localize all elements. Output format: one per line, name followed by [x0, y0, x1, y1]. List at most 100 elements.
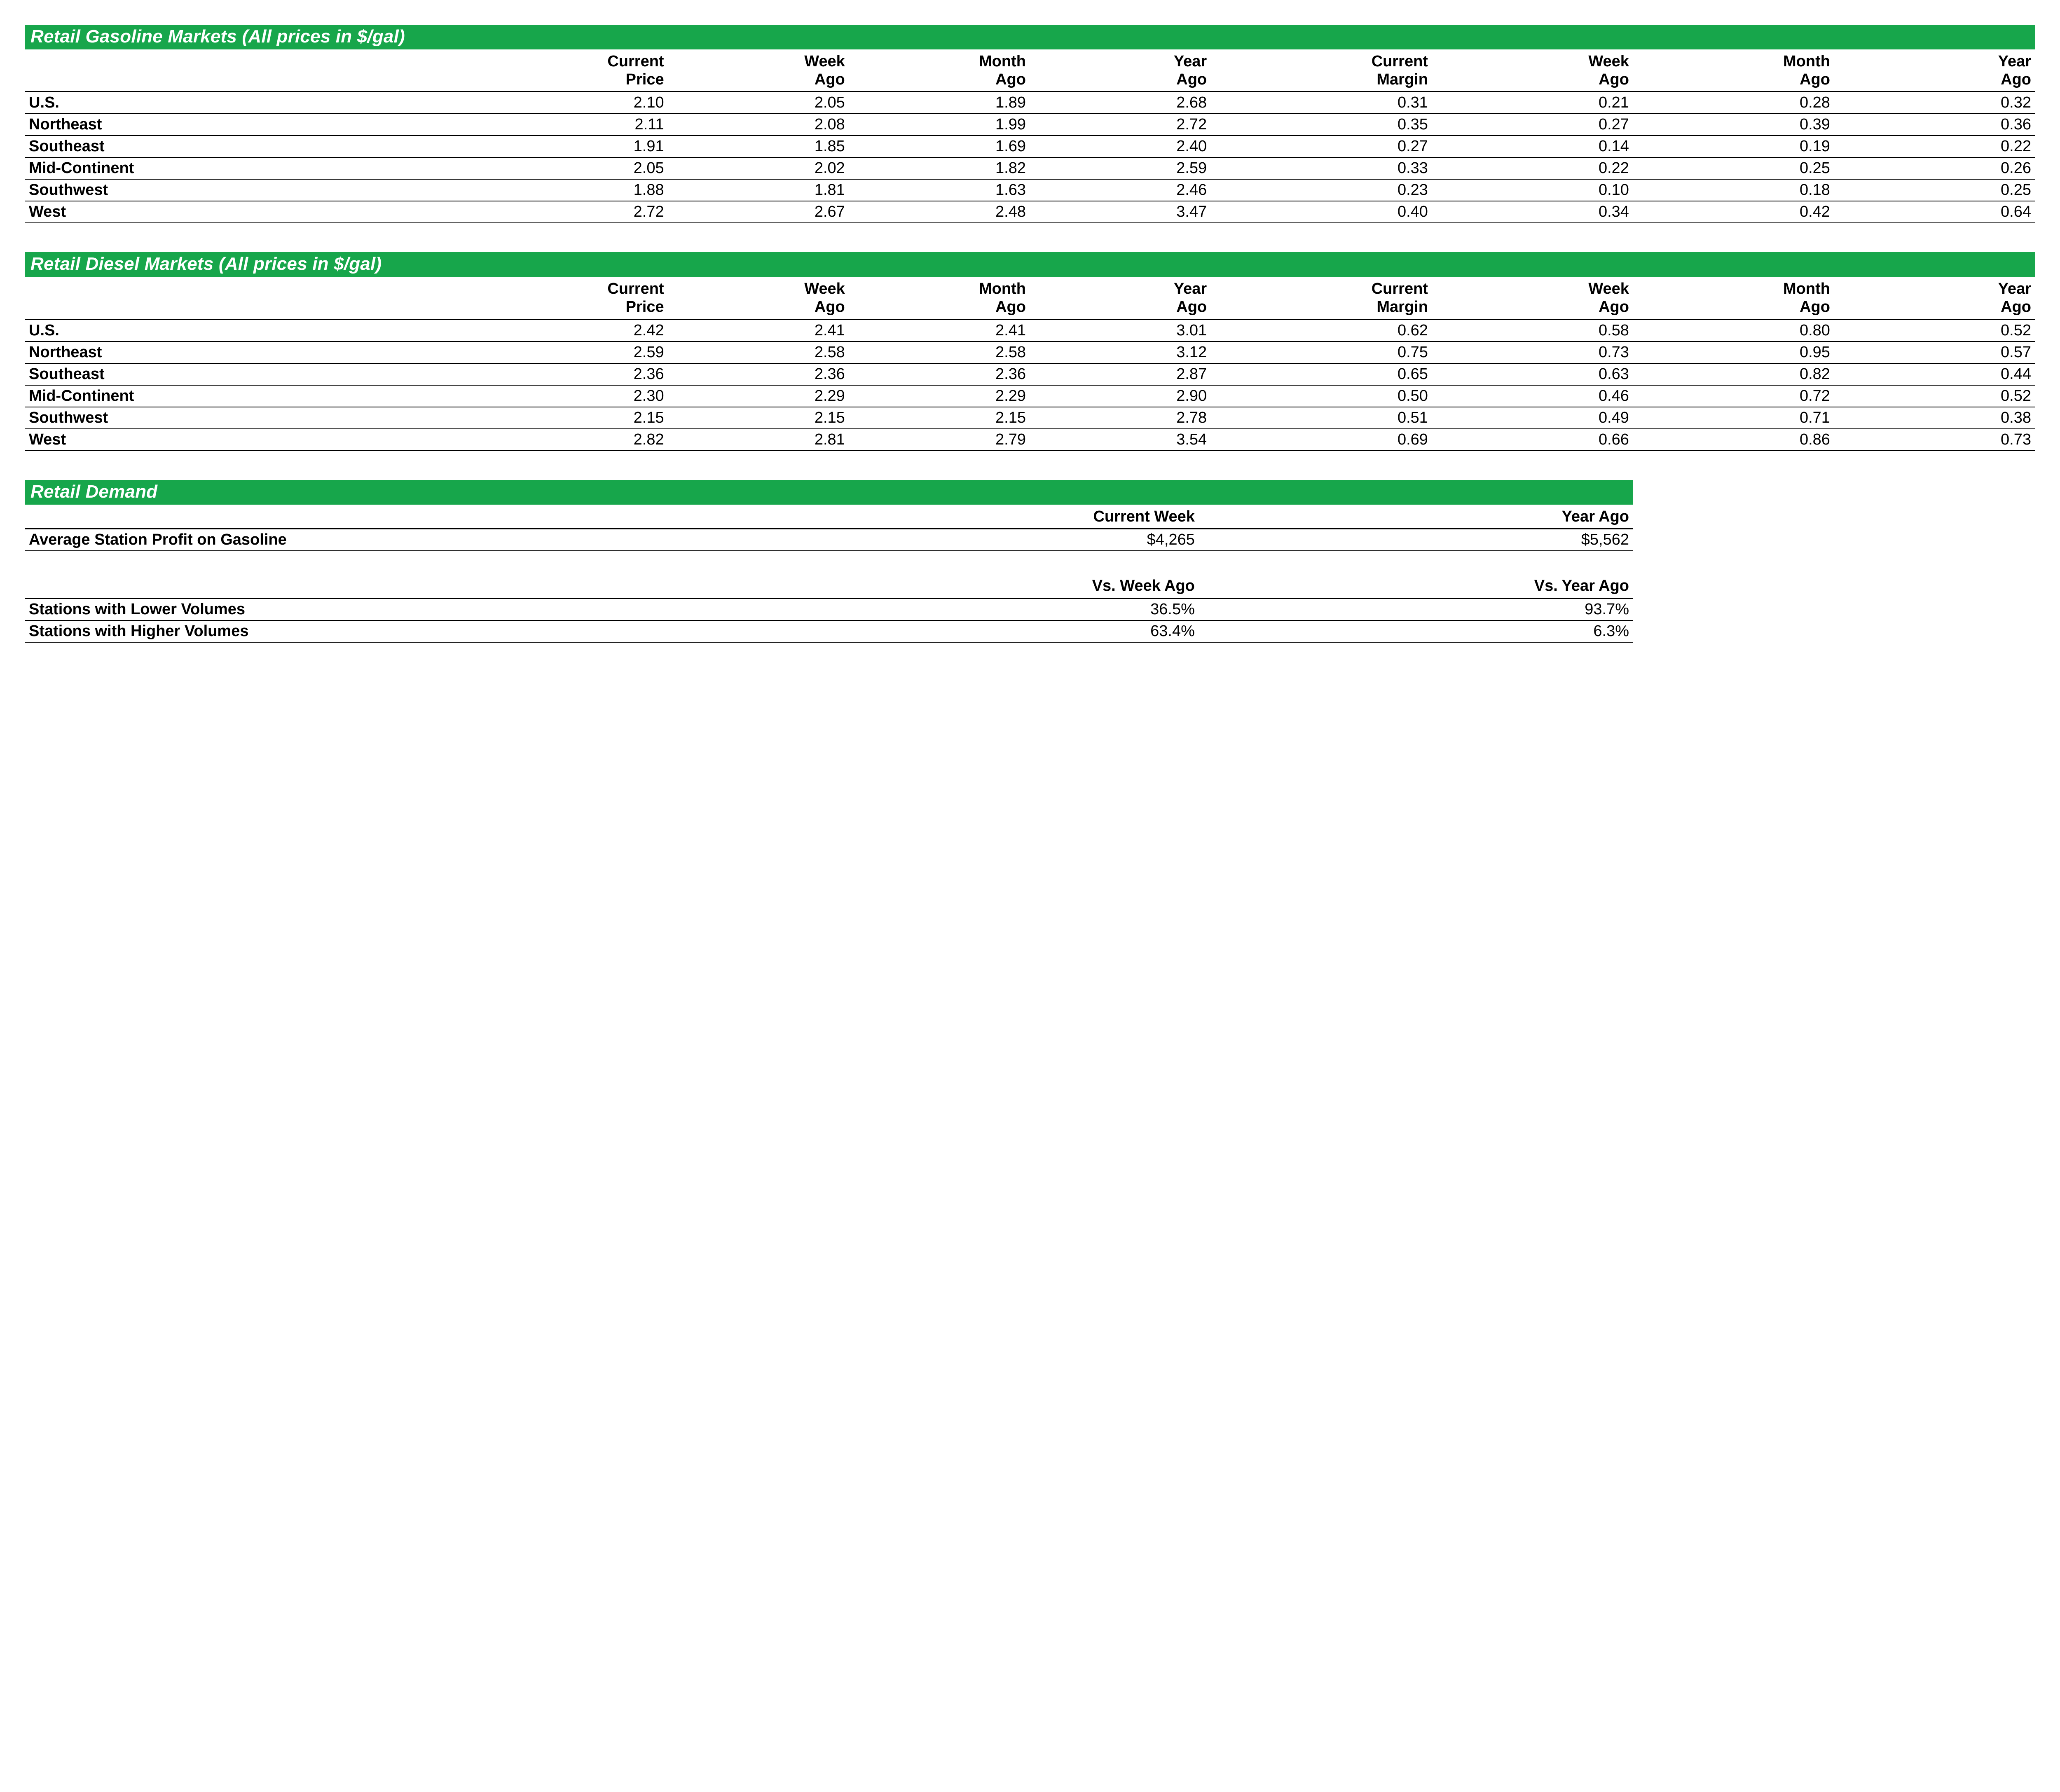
col-label [25, 574, 765, 598]
col-current-margin: CurrentMargin [1211, 277, 1432, 319]
volume-year: 6.3% [1199, 620, 1633, 642]
cell-margin-month-ago: 0.71 [1633, 407, 1834, 429]
cell-margin-year-ago: 0.25 [1834, 179, 2035, 201]
cell-margin-year-ago: 0.36 [1834, 114, 2035, 136]
cell-week-ago: 2.81 [668, 429, 849, 451]
demand-volumes-body: Stations with Lower Volumes36.5%93.7%Sta… [25, 599, 1633, 643]
cell-current-price: 2.42 [467, 319, 668, 342]
col-margin-year-ago: YearAgo [1834, 277, 2035, 319]
cell-year-ago: 2.90 [1030, 385, 1211, 407]
cell-current-price: 2.59 [467, 342, 668, 363]
cell-year-ago: 3.01 [1030, 319, 1211, 342]
cell-margin-month-ago: 0.42 [1633, 201, 1834, 223]
diesel-section: Retail Diesel Markets (All prices in $/g… [25, 252, 2035, 451]
cell-week-ago: 2.29 [668, 385, 849, 407]
cell-year-ago: 2.78 [1030, 407, 1211, 429]
cell-current-price: 2.10 [467, 92, 668, 114]
cell-current-margin: 0.50 [1211, 385, 1432, 407]
cell-week-ago: 1.81 [668, 179, 849, 201]
cell-margin-month-ago: 0.28 [1633, 92, 1834, 114]
cell-week-ago: 2.36 [668, 363, 849, 385]
cell-current-price: 1.88 [467, 179, 668, 201]
table-row: Southeast2.362.362.362.870.650.630.820.4… [25, 363, 2035, 385]
gasoline-body: U.S.2.102.051.892.680.310.210.280.32Nort… [25, 92, 2035, 223]
table-row: Northeast2.112.081.992.720.350.270.390.3… [25, 114, 2035, 136]
volume-week: 36.5% [765, 599, 1199, 621]
table-row: Stations with Lower Volumes36.5%93.7% [25, 599, 1633, 621]
cell-margin-year-ago: 0.57 [1834, 342, 2035, 363]
col-current-margin: CurrentMargin [1211, 49, 1432, 92]
volume-label: Stations with Higher Volumes [25, 620, 765, 642]
cell-margin-year-ago: 0.52 [1834, 319, 2035, 342]
cell-margin-week-ago: 0.10 [1432, 179, 1633, 201]
cell-margin-month-ago: 0.72 [1633, 385, 1834, 407]
col-margin-month-ago: MonthAgo [1633, 277, 1834, 319]
table-row: Northeast2.592.582.583.120.750.730.950.5… [25, 342, 2035, 363]
cell-margin-month-ago: 0.19 [1633, 136, 1834, 157]
cell-region: Southwest [25, 179, 467, 201]
col-year-ago: YearAgo [1030, 49, 1211, 92]
cell-margin-year-ago: 0.26 [1834, 157, 2035, 179]
cell-year-ago: 2.40 [1030, 136, 1211, 157]
cell-current-price: 2.05 [467, 157, 668, 179]
cell-month-ago: 2.79 [849, 429, 1030, 451]
cell-region: Northeast [25, 114, 467, 136]
cell-margin-year-ago: 0.32 [1834, 92, 2035, 114]
cell-month-ago: 2.29 [849, 385, 1030, 407]
cell-current-margin: 0.69 [1211, 429, 1432, 451]
cell-margin-week-ago: 0.34 [1432, 201, 1633, 223]
cell-current-margin: 0.31 [1211, 92, 1432, 114]
cell-month-ago: 2.48 [849, 201, 1030, 223]
table-row: U.S.2.422.412.413.010.620.580.800.52 [25, 319, 2035, 342]
cell-margin-week-ago: 0.46 [1432, 385, 1633, 407]
cell-current-margin: 0.40 [1211, 201, 1432, 223]
cell-margin-month-ago: 0.86 [1633, 429, 1834, 451]
col-vs-week-ago: Vs. Week Ago [765, 574, 1199, 598]
table-row: U.S.2.102.051.892.680.310.210.280.32 [25, 92, 2035, 114]
demand-profit-row: Average Station Profit on Gasoline $4,26… [25, 529, 1633, 551]
cell-year-ago: 2.46 [1030, 179, 1211, 201]
table-row: Southwest1.881.811.632.460.230.100.180.2… [25, 179, 2035, 201]
cell-margin-year-ago: 0.52 [1834, 385, 2035, 407]
col-current-price: CurrentPrice [467, 49, 668, 92]
cell-month-ago: 1.99 [849, 114, 1030, 136]
cell-current-margin: 0.33 [1211, 157, 1432, 179]
cell-margin-month-ago: 0.25 [1633, 157, 1834, 179]
cell-margin-week-ago: 0.58 [1432, 319, 1633, 342]
cell-margin-month-ago: 0.95 [1633, 342, 1834, 363]
cell-current-margin: 0.65 [1211, 363, 1432, 385]
cell-margin-year-ago: 0.64 [1834, 201, 2035, 223]
col-month-ago: MonthAgo [849, 277, 1030, 319]
diesel-body: U.S.2.422.412.413.010.620.580.800.52Nort… [25, 319, 2035, 451]
cell-region: U.S. [25, 92, 467, 114]
cell-week-ago: 2.08 [668, 114, 849, 136]
cell-current-price: 2.82 [467, 429, 668, 451]
cell-current-price: 2.30 [467, 385, 668, 407]
cell-month-ago: 2.41 [849, 319, 1030, 342]
cell-month-ago: 2.36 [849, 363, 1030, 385]
volume-label: Stations with Lower Volumes [25, 599, 765, 621]
col-year-ago: Year Ago [1199, 505, 1633, 529]
cell-month-ago: 2.58 [849, 342, 1030, 363]
gasoline-section: Retail Gasoline Markets (All prices in $… [25, 25, 2035, 223]
demand-profit-table: Current Week Year Ago Average Station Pr… [25, 505, 1633, 552]
table-row: Southeast1.911.851.692.400.270.140.190.2… [25, 136, 2035, 157]
col-margin-week-ago: WeekAgo [1432, 49, 1633, 92]
cell-year-ago: 3.47 [1030, 201, 1211, 223]
cell-week-ago: 2.02 [668, 157, 849, 179]
cell-month-ago: 1.69 [849, 136, 1030, 157]
cell-margin-week-ago: 0.22 [1432, 157, 1633, 179]
col-region [25, 49, 467, 92]
cell-current-margin: 0.27 [1211, 136, 1432, 157]
profit-current: $4,265 [765, 529, 1199, 551]
cell-current-margin: 0.75 [1211, 342, 1432, 363]
cell-week-ago: 2.58 [668, 342, 849, 363]
cell-margin-month-ago: 0.82 [1633, 363, 1834, 385]
cell-margin-month-ago: 0.80 [1633, 319, 1834, 342]
col-margin-year-ago: YearAgo [1834, 49, 2035, 92]
diesel-title: Retail Diesel Markets (All prices in $/g… [25, 252, 2035, 277]
gasoline-header-row: CurrentPrice WeekAgo MonthAgo YearAgo Cu… [25, 49, 2035, 92]
cell-region: Southwest [25, 407, 467, 429]
cell-current-margin: 0.62 [1211, 319, 1432, 342]
cell-margin-year-ago: 0.44 [1834, 363, 2035, 385]
